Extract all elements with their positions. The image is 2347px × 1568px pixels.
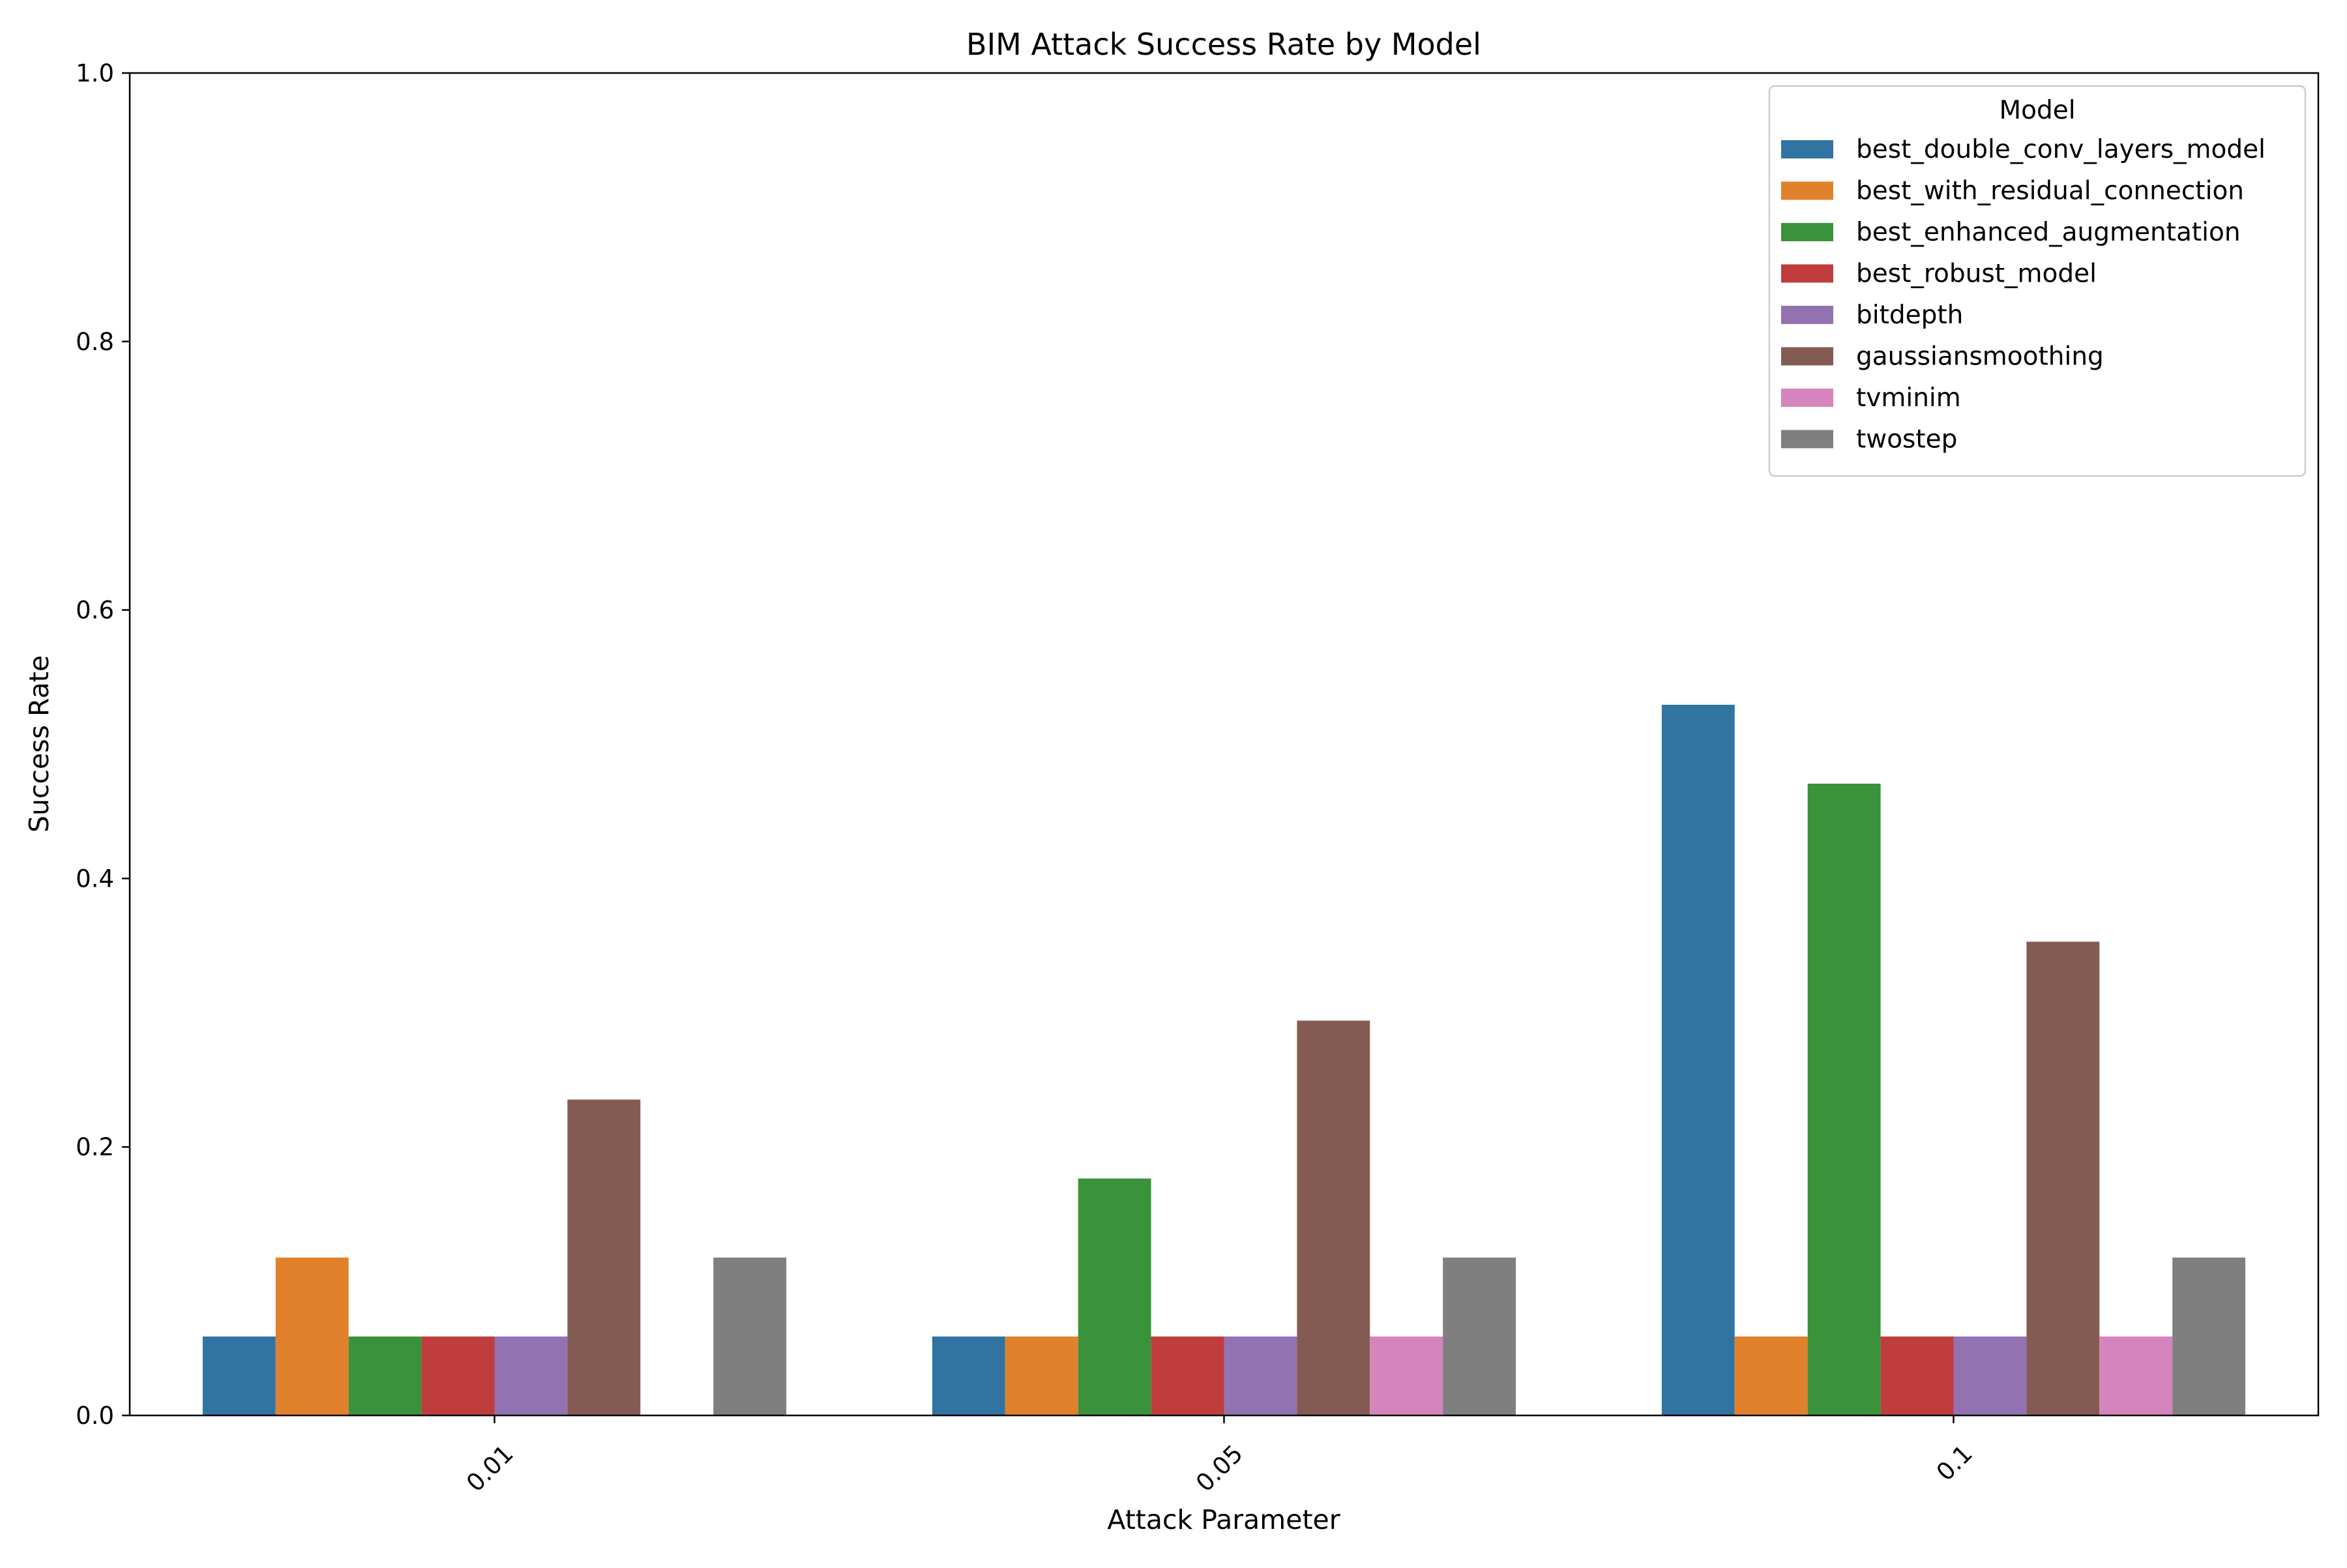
y-tick-label: 0.6 <box>76 597 114 625</box>
y-axis-label: Success Rate <box>23 655 55 833</box>
bar-bitdepth-0.01 <box>494 1336 568 1415</box>
x-axis-label: Attack Parameter <box>1107 1504 1340 1535</box>
legend-label-gaussiansmoothing: gaussiansmoothing <box>1856 342 2104 372</box>
bar-best_with_residual_connection-0.05 <box>1005 1336 1078 1415</box>
bar-best_with_residual_connection-0.01 <box>275 1257 349 1415</box>
bar-bitdepth-0.05 <box>1224 1336 1297 1415</box>
bar-tvminim-0.05 <box>1370 1336 1443 1415</box>
bar-best_double_conv_layers_model-0.05 <box>932 1336 1005 1415</box>
y-tick-label: 0.0 <box>76 1402 114 1430</box>
legend-swatch-best_robust_model <box>1781 264 1833 283</box>
bar-twostep-0.05 <box>1443 1257 1516 1415</box>
y-tick-label: 0.8 <box>76 328 114 356</box>
legend-label-twostep: twostep <box>1856 425 1957 454</box>
legend-swatch-best_enhanced_augmentation <box>1781 223 1833 241</box>
chart-title: BIM Attack Success Rate by Model <box>966 27 1481 62</box>
bar-best_double_conv_layers_model-0.01 <box>202 1336 276 1415</box>
bar-gaussiansmoothing-0.05 <box>1297 1020 1370 1415</box>
legend-title: Model <box>1999 96 2075 125</box>
bars-layer <box>202 704 2246 1415</box>
bar-best_enhanced_augmentation-0.1 <box>1807 784 1881 1415</box>
legend-label-bitdepth: bitdepth <box>1856 301 1963 330</box>
legend-swatch-bitdepth <box>1781 306 1833 324</box>
legend-swatch-twostep <box>1781 430 1833 449</box>
legend-box <box>1768 85 2307 477</box>
x-tick-label: 0.01 <box>461 1440 519 1498</box>
y-tick-label: 0.2 <box>76 1133 114 1161</box>
legend-label-best_double_conv_layers_model: best_double_conv_layers_model <box>1856 135 2266 164</box>
bar-best_robust_model-0.1 <box>1880 1336 1954 1415</box>
bar-best_enhanced_augmentation-0.01 <box>348 1336 422 1415</box>
bar-bitdepth-0.1 <box>1953 1336 2027 1415</box>
x-tick-label: 0.05 <box>1190 1440 1248 1498</box>
legend-label-best_with_residual_connection: best_with_residual_connection <box>1856 177 2244 206</box>
bar-twostep-0.1 <box>2172 1257 2246 1415</box>
legend-swatch-best_double_conv_layers_model <box>1781 140 1833 158</box>
y-tick-label: 0.4 <box>76 865 114 893</box>
x-tick-label: 0.1 <box>1931 1440 1978 1487</box>
bar-best_robust_model-0.01 <box>421 1336 495 1415</box>
legend: Model best_double_conv_layers_model best_w… <box>1768 85 2307 477</box>
legend-label-best_robust_model: best_robust_model <box>1856 259 2097 289</box>
bar-tvminim-0.1 <box>2099 1336 2173 1415</box>
legend-swatch-best_with_residual_connection <box>1781 181 1833 200</box>
bar-twostep-0.01 <box>713 1257 787 1415</box>
bar-best_with_residual_connection-0.1 <box>1734 1336 1808 1415</box>
legend-swatch-gaussiansmoothing <box>1781 347 1833 366</box>
legend-label-tvminim: tvminim <box>1856 383 1961 413</box>
bar-gaussiansmoothing-0.1 <box>2026 941 2100 1415</box>
bar-best_double_conv_layers_model-0.1 <box>1661 704 1735 1415</box>
legend-label-best_enhanced_augmentation: best_enhanced_augmentation <box>1856 218 2241 247</box>
legend-swatch-tvminim <box>1781 389 1833 407</box>
y-tick-label: 1.0 <box>76 59 114 87</box>
bar-gaussiansmoothing-0.01 <box>567 1099 641 1415</box>
bar-best_enhanced_augmentation-0.05 <box>1078 1178 1151 1415</box>
bar-best_robust_model-0.05 <box>1151 1336 1224 1415</box>
